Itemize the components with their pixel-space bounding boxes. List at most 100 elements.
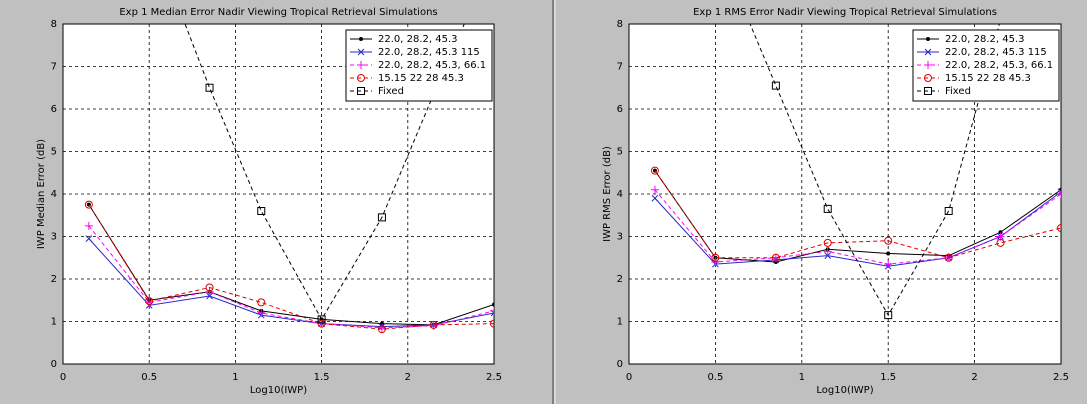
plot-frame [62, 23, 495, 365]
series-line [88, 225, 494, 329]
marker [884, 260, 893, 269]
marker [884, 236, 893, 245]
y-tick-label: 1 [617, 317, 623, 328]
chart: Exp 1 Median Error Nadir Viewing Tropica… [36, 7, 502, 396]
y-tick-label: 5 [51, 147, 57, 158]
marker [823, 204, 832, 213]
legend-marker [926, 37, 930, 41]
marker [377, 325, 386, 334]
marker [1057, 190, 1061, 198]
legend-marker [924, 87, 932, 95]
series-line [654, 170, 1061, 263]
legend-marker [924, 74, 932, 82]
marker [145, 297, 154, 306]
x-tick-label: 0.5 [141, 372, 157, 383]
marker [884, 311, 893, 320]
legend-label: Fixed [945, 86, 971, 97]
x-tick-label: 2 [405, 372, 411, 383]
marker [84, 200, 93, 209]
marker [944, 253, 953, 262]
marker [944, 207, 953, 215]
marker [1057, 224, 1061, 232]
legend-marker [924, 48, 932, 56]
marker [650, 185, 659, 194]
series-layer [84, 24, 494, 334]
marker [771, 253, 780, 262]
series-line [88, 238, 494, 328]
legend-box [912, 29, 1060, 102]
marker [257, 207, 266, 215]
marker [886, 251, 891, 256]
y-tick-label: 3 [51, 232, 57, 243]
marker [205, 287, 214, 296]
marker [996, 238, 1005, 247]
y-tick-label: 1 [51, 317, 57, 328]
y-tick-label: 7 [617, 62, 623, 73]
y-tick-label: 2 [617, 274, 623, 285]
legend-label: 15.15 22 28 45.3 [378, 73, 464, 84]
legend-label: 15.15 22 28 45.3 [945, 73, 1031, 84]
legend-label: 22.0, 28.2, 45.3, 66.1 [945, 60, 1053, 71]
marker [490, 319, 494, 328]
legend-label: Fixed [378, 86, 404, 97]
x-tick-label: 2 [971, 372, 977, 383]
y-tick-label: 8 [51, 19, 57, 30]
series-line [654, 170, 1061, 259]
y-tick-label: 5 [617, 147, 623, 158]
y-tick-label: 6 [617, 104, 623, 115]
x-tick-label: 1 [232, 372, 238, 383]
marker [205, 83, 214, 92]
legend-box [345, 29, 493, 102]
series-line [654, 191, 1061, 267]
legend-marker [357, 61, 365, 69]
marker [823, 247, 832, 256]
marker [711, 258, 720, 266]
legend-marker [357, 48, 365, 56]
x-tick-label: 2.5 [1053, 372, 1069, 383]
marker [650, 166, 659, 175]
x-axis-label: Log10(IWP) [250, 385, 307, 396]
legend-label: 22.0, 28.2, 45.3 115 [945, 47, 1047, 58]
y-tick-label: 2 [51, 274, 57, 285]
chart-title: Exp 1 Median Error Nadir Viewing Tropica… [119, 7, 437, 18]
marker [492, 302, 494, 307]
marker [257, 309, 266, 317]
marker [824, 252, 832, 259]
chart: Exp 1 RMS Error Nadir Viewing Tropical R… [602, 7, 1069, 396]
marker [206, 292, 213, 300]
legend-label: 22.0, 28.2, 45.3 115 [378, 47, 480, 58]
x-tick-label: 0 [60, 372, 66, 383]
legend-marker [924, 61, 932, 69]
y-tick-label: 0 [51, 359, 57, 370]
chart-title: Exp 1 RMS Error Nadir Viewing Tropical R… [693, 7, 997, 18]
legend-label: 22.0, 28.2, 45.3, 66.1 [378, 60, 486, 71]
series-line [184, 24, 465, 321]
marker [377, 213, 386, 222]
x-tick-label: 1.5 [314, 372, 330, 383]
marker [998, 230, 1003, 235]
marker [490, 306, 494, 315]
marker [823, 238, 832, 247]
marker [379, 321, 384, 326]
x-tick-label: 2.5 [486, 372, 502, 383]
legend-marker [357, 74, 365, 82]
x-tick-label: 0 [626, 372, 632, 383]
marker [711, 253, 720, 262]
y-tick-label: 6 [51, 104, 57, 115]
marker [317, 315, 326, 324]
legend-label: 22.0, 28.2, 45.3 [945, 34, 1025, 45]
x-tick-label: 0.5 [707, 372, 723, 383]
marker [84, 221, 93, 230]
x-tick-label: 1 [799, 372, 805, 383]
y-tick-label: 0 [617, 359, 623, 370]
y-tick-label: 8 [617, 19, 623, 30]
series-line [88, 204, 494, 330]
y-tick-label: 4 [51, 189, 57, 200]
x-axis-label: Log10(IWP) [816, 385, 873, 396]
legend-label: 22.0, 28.2, 45.3 [378, 34, 458, 45]
marker [85, 235, 93, 242]
marker [205, 283, 214, 292]
marker [257, 298, 266, 307]
